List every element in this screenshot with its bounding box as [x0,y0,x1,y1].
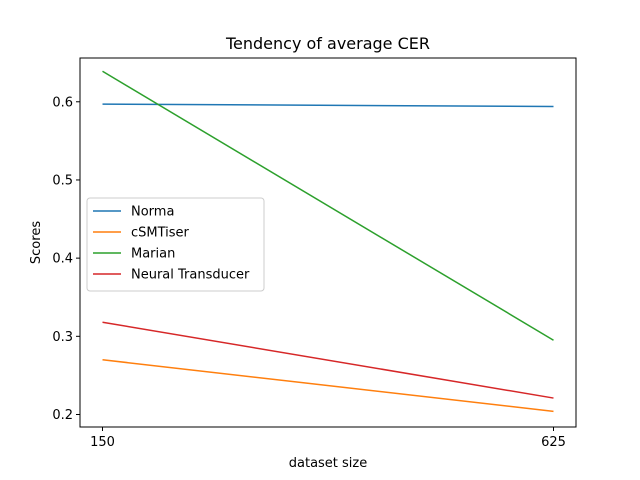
legend-label-2: Marian [131,247,175,262]
y-axis-label: Scores [29,221,44,264]
chart-title: Tendency of average CER [225,34,430,53]
x-tick-label: 625 [541,435,566,450]
legend-label-0: Norma [131,205,174,220]
series-line-3 [102,321,554,399]
legend-label-1: cSMTiser [131,226,190,241]
y-tick-label: 0.5 [52,173,73,188]
y-tick-label: 0.2 [52,408,73,423]
y-tick-label: 0.6 [52,95,73,110]
legend: Norma cSMTiser Marian Neural Transducer [86,197,265,292]
series-line-0 [102,103,554,108]
legend-box [86,197,265,292]
x-tick-label: 150 [90,435,115,450]
legend-label-3: Neural Transducer [131,268,250,283]
x-axis-ticks: 150 625 [90,427,566,450]
y-axis-ticks: 0.2 0.3 0.4 0.5 0.6 [52,95,80,423]
series-line-2 [102,70,554,341]
y-tick-label: 0.4 [52,252,73,267]
series-line-1 [102,359,554,413]
x-axis-label: dataset size [289,456,368,471]
y-tick-label: 0.3 [52,330,73,345]
series-lines [102,70,554,413]
plot-frame [79,57,577,428]
